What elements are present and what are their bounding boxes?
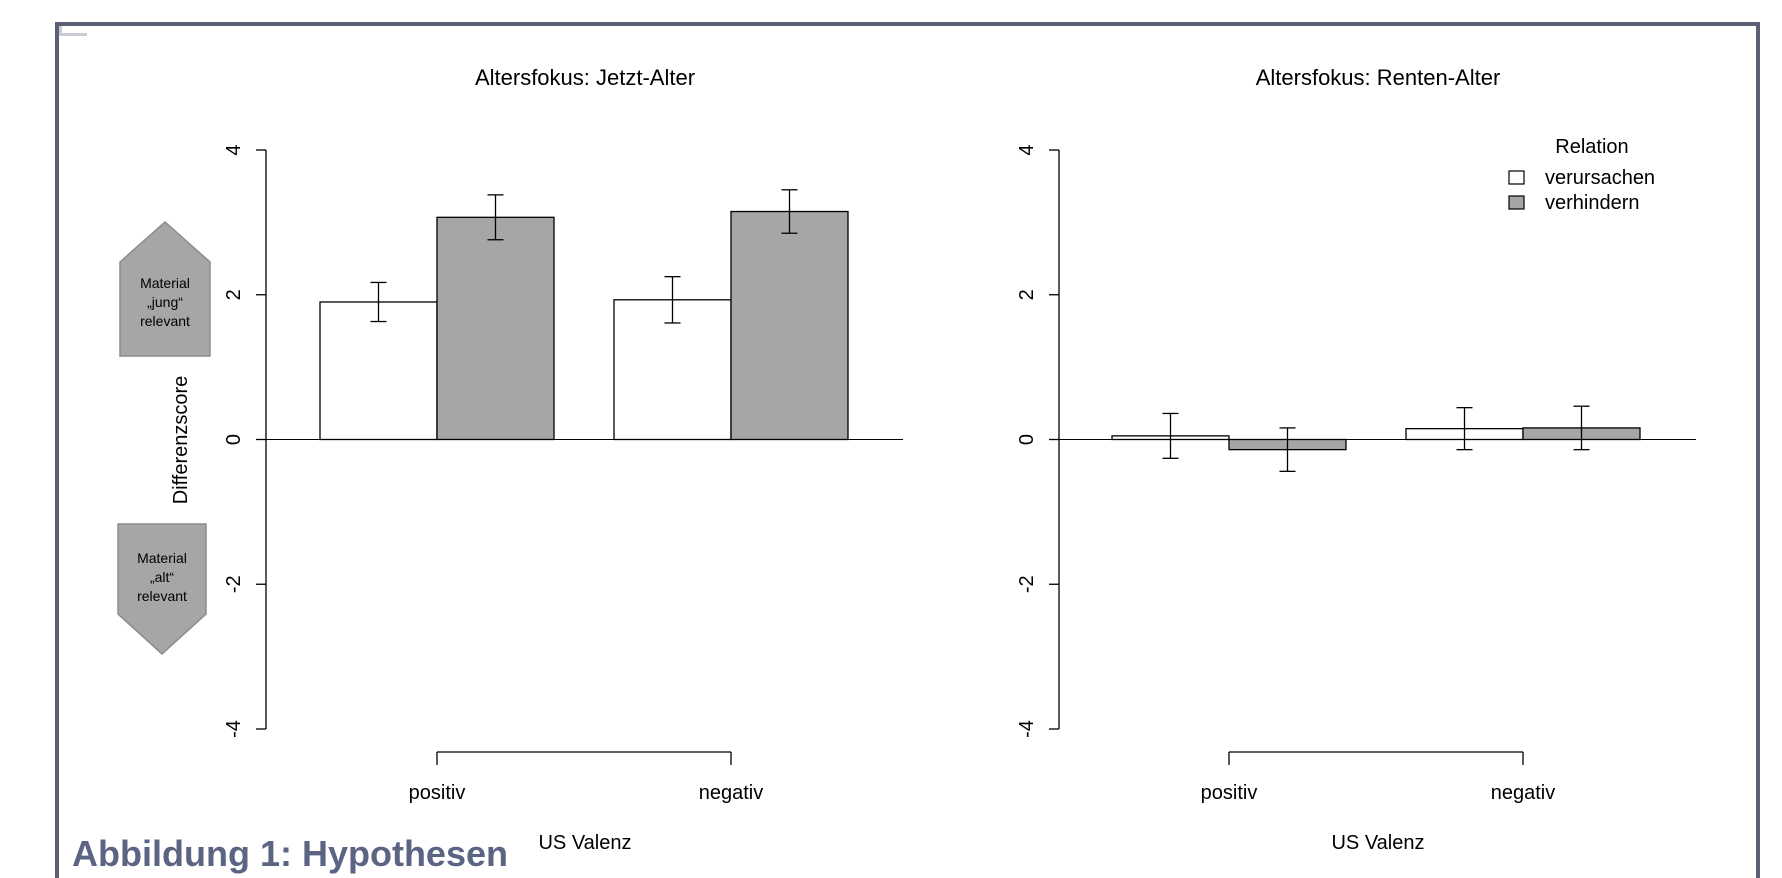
y-tick-label: -2 (1016, 575, 1038, 593)
annotation-jung-line1: Material (140, 275, 190, 291)
chart-panels: Altersfokus: Jetzt-Alter 4 2 0 -2 -4 positiv ne… (223, 65, 1696, 854)
x-tick-label-negativ: negativ (699, 782, 764, 804)
legend-label-verursachen: verursachen (1545, 167, 1655, 189)
legend-title: Relation (1555, 136, 1628, 158)
annotation-alt-line3: relevant (137, 588, 187, 604)
y-tick-label: -4 (223, 720, 245, 738)
y-tick-label: 2 (223, 289, 245, 300)
legend-label-verhindern: verhindern (1545, 192, 1640, 214)
bar-negativ-verhindern (730, 210, 849, 441)
y-tick-label: 0 (223, 434, 245, 445)
x-axis-label: US Valenz (1331, 832, 1424, 854)
x-tick-label-negativ: negativ (1491, 782, 1556, 804)
annotation-alt-line2: „alt“ (150, 569, 174, 585)
legend: Relation verursachen verhindern (1508, 136, 1655, 214)
chart-title: Altersfokus: Renten-Alter (1256, 65, 1501, 90)
x-tick-label-positiv: positiv (409, 782, 466, 804)
annotation-alt-line1: Material (137, 550, 187, 566)
y-tick-label: -2 (223, 575, 245, 593)
annotation-jung-line3: relevant (140, 313, 190, 329)
legend-swatch-verursachen (1508, 170, 1525, 185)
bar-positiv-verhindern (436, 216, 555, 441)
legend-swatch-verhindern (1508, 195, 1525, 210)
annotation-alt-relevant: Material „alt“ relevant (117, 523, 207, 656)
x-tick-label-positiv: positiv (1201, 782, 1258, 804)
annotation-jung-line2: „jung“ (147, 294, 183, 310)
chart-title: Altersfokus: Jetzt-Alter (475, 65, 695, 90)
chart-panel-2: Altersfokus: Renten-Alter 4 2 0 -2 -4 positiv n… (1016, 65, 1696, 854)
y-tick-label: 2 (1016, 289, 1038, 300)
y-tick-label: -4 (1016, 720, 1038, 738)
y-tick-label: 0 (1016, 434, 1038, 445)
figure-frame (55, 22, 1760, 878)
chart-panel-1: Altersfokus: Jetzt-Alter 4 2 0 -2 -4 positiv ne… (223, 65, 903, 854)
frame-corner-mark (59, 26, 87, 36)
figure-caption: Abbildung 1: Hypothesen (72, 833, 508, 874)
down-arrow-shape (117, 523, 207, 656)
up-arrow-shape (119, 220, 211, 357)
y-tick-label: 4 (223, 144, 245, 155)
bar-positiv-verursachen (319, 301, 438, 441)
x-axis-label: US Valenz (538, 832, 631, 854)
y-tick-label: 4 (1016, 144, 1038, 155)
y-axis-label: Differenzscore (170, 376, 192, 505)
annotation-jung-relevant: Material „jung“ relevant (119, 220, 211, 357)
